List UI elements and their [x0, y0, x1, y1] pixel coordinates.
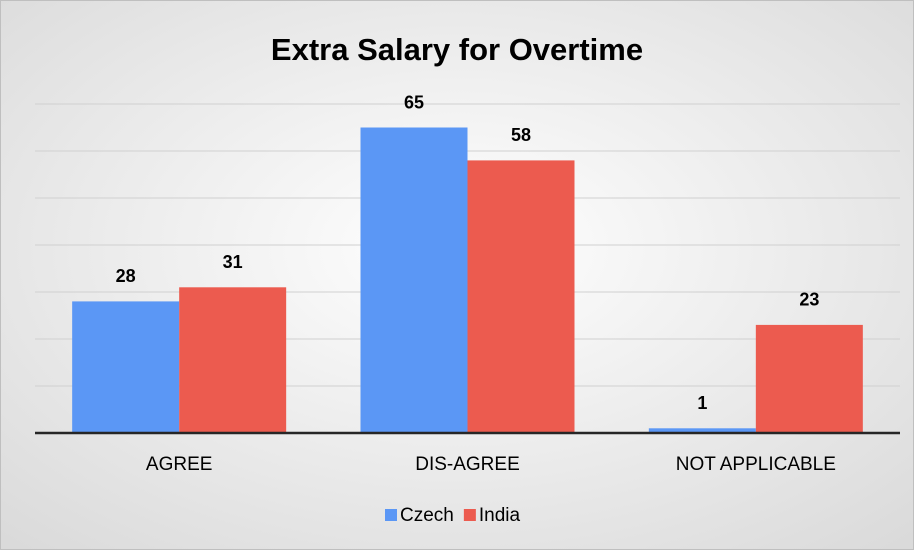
data-label: 65	[404, 92, 424, 112]
bar	[467, 160, 575, 433]
data-label: 28	[116, 266, 136, 286]
legend-swatch	[385, 509, 397, 521]
legend-label: Czech	[400, 505, 454, 526]
x-tick-label: NOT APPLICABLE	[676, 454, 836, 475]
data-label: 31	[223, 252, 243, 272]
bar	[755, 324, 863, 433]
legend-swatch	[463, 509, 476, 521]
bar	[179, 287, 287, 433]
bar	[72, 301, 180, 433]
legend-label: India	[479, 505, 521, 526]
data-label: 1	[697, 393, 707, 413]
data-label: 58	[511, 125, 531, 145]
bar	[360, 127, 468, 433]
x-tick-label: DIS-AGREE	[415, 454, 520, 475]
chart-title: Extra Salary for Overtime	[271, 32, 643, 67]
bar	[648, 428, 756, 433]
data-label: 23	[799, 290, 819, 310]
x-tick-label: AGREE	[146, 454, 213, 475]
